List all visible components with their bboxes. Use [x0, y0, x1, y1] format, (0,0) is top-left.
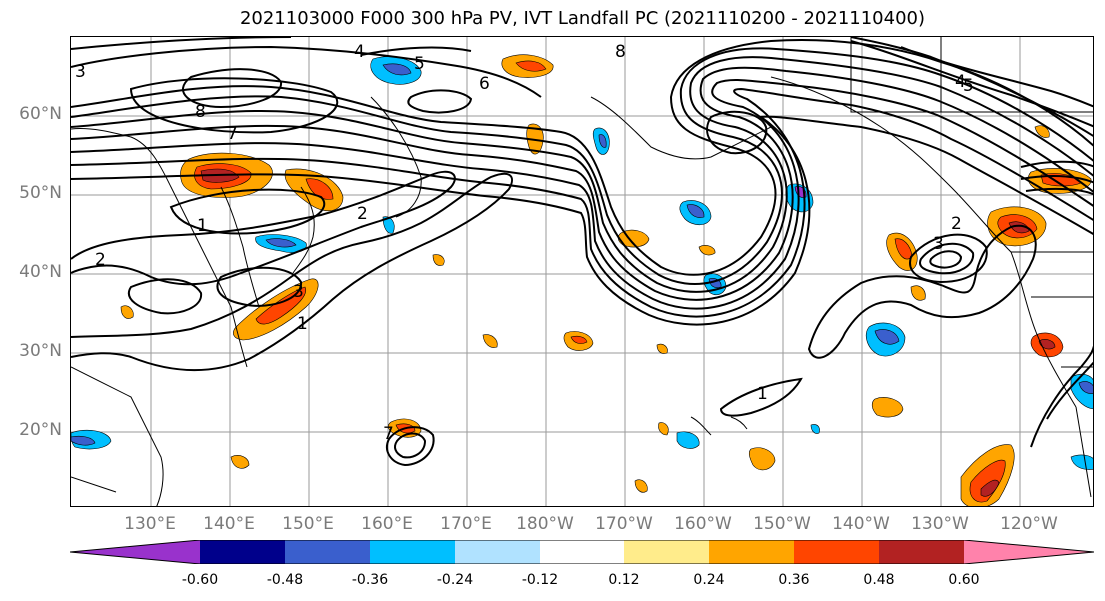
colorbar-seg-10 — [964, 540, 1094, 564]
contour-label-7-south: 7 — [383, 424, 394, 444]
contour-label-3-east: 3 — [933, 234, 944, 254]
colorbar-tick-024: 0.24 — [693, 572, 725, 588]
contour-label-2-mid: 2 — [357, 204, 368, 224]
contour-label-5: 5 — [414, 54, 425, 74]
colorbar-tick-neg024: -0.24 — [436, 572, 474, 588]
lat-label-60n: 60°N — [19, 104, 62, 124]
contour-label-7: 7 — [227, 124, 238, 144]
colorbar-tick-neg012: -0.12 — [521, 572, 559, 588]
colorbar-seg-7 — [709, 540, 794, 564]
contour-label-8: 8 — [615, 42, 626, 62]
colorbar-tick-060: 0.60 — [948, 572, 980, 588]
colorbar-seg-6 — [624, 540, 709, 564]
colorbar-tick-012: 0.12 — [608, 572, 640, 588]
colorbar-tick-036: 0.36 — [778, 572, 810, 588]
lon-label-170e: 170°E — [440, 514, 492, 534]
contour-label-8-west: 8 — [195, 102, 206, 122]
colorbar-tick-neg048: -0.48 — [266, 572, 304, 588]
lon-label-130e: 130°E — [124, 514, 176, 534]
contour-label-1: 1 — [197, 216, 208, 236]
lon-label-150w: 150°W — [753, 514, 811, 534]
lon-label-170w: 170°W — [595, 514, 653, 534]
graticule — [71, 37, 1093, 506]
lon-label-120w: 120°W — [1000, 514, 1058, 534]
contour-label-4-east: 4 — [955, 72, 966, 92]
lat-label-20n: 20°N — [19, 420, 62, 440]
colorbar-segments — [70, 540, 1094, 564]
lat-label-30n: 30°N — [19, 341, 62, 361]
colorbar — [70, 540, 1094, 564]
colorbar-seg-1 — [200, 540, 285, 564]
lon-label-130w: 130°W — [911, 514, 969, 534]
colorbar-seg-4 — [455, 540, 540, 564]
lon-label-140w: 140°W — [832, 514, 890, 534]
colorbar-seg-9 — [879, 540, 964, 564]
pv-contours — [71, 37, 1093, 467]
colorbar-seg-8 — [794, 540, 879, 564]
contour-label-4: 4 — [354, 42, 365, 62]
colorbar-seg-0 — [70, 540, 200, 564]
contour-label-1-mid: 1 — [297, 314, 308, 334]
map-title: 2021103000 F000 300 hPa PV, IVT Landfall… — [239, 8, 926, 29]
contour-label-2-east: 2 — [951, 214, 962, 234]
map-panel: 4 5 6 8 8 7 3 2 1 3 1 2 4 5 2 3 1 7 — [70, 36, 1094, 507]
contour-labels: 4 5 6 8 8 7 3 2 1 3 1 2 4 5 2 3 1 7 — [75, 42, 974, 444]
contour-label-3-mid: 3 — [293, 282, 304, 302]
contour-label-1-east: 1 — [757, 384, 768, 404]
colorbar-tick-neg060: -0.60 — [181, 572, 219, 588]
colorbar-seg-2 — [285, 540, 370, 564]
lon-label-150e: 150°E — [282, 514, 334, 534]
contour-label-6: 6 — [479, 74, 490, 94]
contour-label-5-east: 5 — [963, 76, 974, 96]
colorbar-tick-neg036: -0.36 — [351, 572, 389, 588]
lat-label-50n: 50°N — [19, 183, 62, 203]
lon-label-180w: 180°W — [516, 514, 574, 534]
contour-label-3: 3 — [75, 62, 86, 82]
lat-label-40n: 40°N — [19, 262, 62, 282]
lon-label-140e: 140°E — [203, 514, 255, 534]
coastlines — [71, 37, 1093, 506]
map-canvas: 4 5 6 8 8 7 3 2 1 3 1 2 4 5 2 3 1 7 — [71, 37, 1093, 506]
contour-label-2: 2 — [95, 250, 106, 270]
colorbar-seg-5 — [540, 540, 624, 564]
lon-label-160e: 160°E — [361, 514, 413, 534]
colorbar-seg-3 — [370, 540, 455, 564]
colorbar-tick-048: 0.48 — [863, 572, 895, 588]
lon-label-160w: 160°W — [674, 514, 732, 534]
